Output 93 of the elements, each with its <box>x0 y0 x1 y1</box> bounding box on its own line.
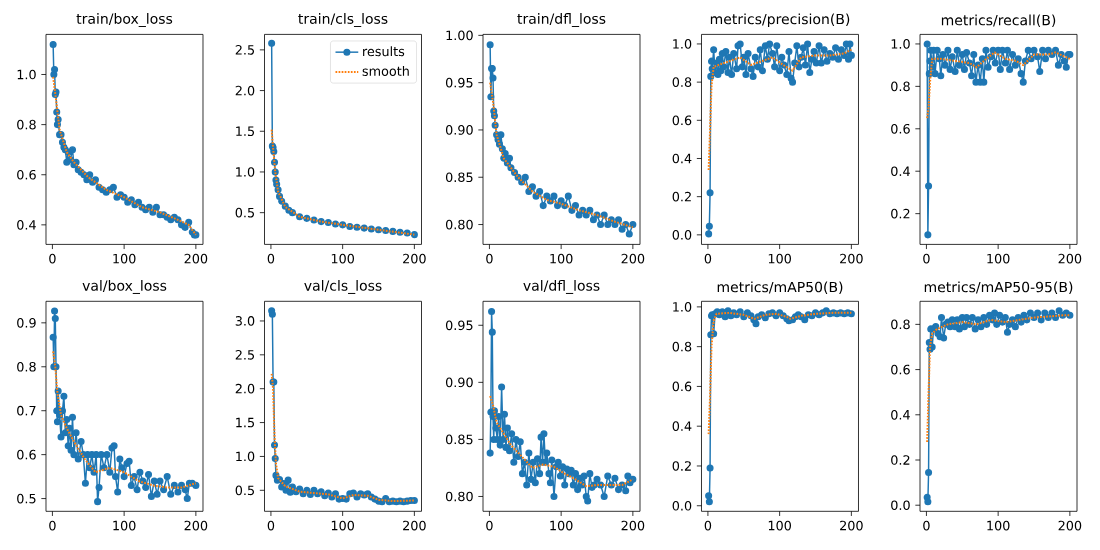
chart-title: val/box_loss <box>82 280 167 294</box>
y-tick-label: 0.2 <box>672 461 691 471</box>
x-tick-label: 0 <box>704 253 712 264</box>
x-tick-label: 200 <box>840 253 863 264</box>
y-tick-label: 0.4 <box>891 166 910 177</box>
y-tick-label: 0.85 <box>445 434 473 445</box>
y-tick-label: 0.6 <box>17 449 36 460</box>
y-tick-label: 3.0 <box>235 316 255 326</box>
y-tick-label: 0.6 <box>672 115 692 126</box>
x-tick-label: 100 <box>987 520 1010 531</box>
x-tick-label: 0 <box>267 253 275 264</box>
x-tick-label: 100 <box>550 253 573 264</box>
y-tick-label: 1.0 <box>17 69 36 80</box>
y-tick-label: 0.8 <box>891 81 910 92</box>
x-tick-label: 0 <box>704 520 712 531</box>
x-tick-label: 100 <box>331 520 355 531</box>
y-tick-label: 2.5 <box>235 349 255 360</box>
y-tick-label: 0.95 <box>445 77 473 88</box>
x-tick-label: 200 <box>184 253 208 264</box>
chart-title: metrics/mAP50(B) <box>717 281 843 294</box>
x-tick-label: 200 <box>184 520 208 531</box>
x-tick-label: 0 <box>923 253 930 264</box>
y-tick-label: 0.8 <box>672 341 692 352</box>
chart-title: train/box_loss <box>76 13 173 28</box>
y-tick-label: 0.9 <box>17 318 36 328</box>
x-tick-label: 200 <box>621 520 645 531</box>
y-tick-label: 0.6 <box>891 364 910 375</box>
y-tick-label: 1.5 <box>236 417 255 428</box>
y-tick-label: 0.8 <box>891 319 910 330</box>
y-tick-label: 0.8 <box>17 119 36 130</box>
x-tick-label: 0 <box>486 520 493 531</box>
y-tick-label: 1.5 <box>236 126 255 137</box>
y-tick-label: 0.8 <box>17 361 36 372</box>
y-tick-label: 0.80 <box>445 491 473 502</box>
y-tick-label: 2.5 <box>235 45 255 55</box>
y-tick-label: 0.4 <box>672 153 692 164</box>
y-tick-label: 2.0 <box>235 85 255 96</box>
y-tick-label: 0.4 <box>672 421 692 432</box>
y-tick-label: 1.0 <box>673 302 692 312</box>
y-tick-label: 1.0 <box>236 451 255 462</box>
chart-title: val/cls_loss <box>304 280 382 294</box>
x-tick-label: 100 <box>113 253 136 264</box>
x-tick-label: 0 <box>486 253 493 264</box>
x-tick-label: 0 <box>49 253 56 264</box>
x-tick-label: 100 <box>113 520 136 531</box>
x-tick-label: 200 <box>840 520 863 531</box>
y-tick-label: 0.7 <box>17 405 36 416</box>
y-tick-label: 0.90 <box>445 377 473 388</box>
x-tick-label: 100 <box>768 520 791 531</box>
y-tick-label: 1.0 <box>236 167 255 177</box>
chart-title: metrics/mAP50-95(B) <box>924 281 1073 294</box>
legend-label: results <box>363 46 405 57</box>
y-tick-label: 0.6 <box>672 381 692 392</box>
y-tick-label: 0.85 <box>445 172 473 183</box>
chart-title: metrics/precision(B) <box>710 13 850 28</box>
x-tick-label: 100 <box>331 253 355 264</box>
chart-title: val/dfl_loss <box>523 280 600 294</box>
x-tick-label: 0 <box>267 520 275 531</box>
y-tick-label: 0.0 <box>672 230 692 240</box>
y-tick-label: 1.0 <box>891 39 910 49</box>
x-tick-label: 200 <box>1058 520 1082 531</box>
x-tick-label: 100 <box>987 253 1010 264</box>
x-tick-label: 100 <box>768 253 791 264</box>
y-tick-label: 0.4 <box>891 409 910 420</box>
chart-title: train/dfl_loss <box>517 13 606 28</box>
x-tick-label: 0 <box>923 520 930 531</box>
chart-title: metrics/recall(B) <box>941 14 1056 28</box>
y-tick-label: 0.2 <box>672 191 691 202</box>
y-tick-label: 0.0 <box>891 500 910 511</box>
y-tick-label: 0.5 <box>235 485 255 496</box>
y-tick-label: 0.95 <box>445 320 473 331</box>
y-tick-label: 0.2 <box>891 455 910 465</box>
x-tick-label: 100 <box>550 520 573 531</box>
x-tick-label: 200 <box>621 253 645 264</box>
legend-label: smooth <box>362 66 409 76</box>
y-tick-label: 0.6 <box>891 123 910 134</box>
x-tick-label: 200 <box>403 253 426 264</box>
y-tick-label: 0.4 <box>17 220 36 230</box>
y-tick-label: 0.8 <box>672 77 692 87</box>
x-tick-label: 200 <box>403 520 426 531</box>
y-tick-label: 0.5 <box>235 207 255 218</box>
x-tick-label: 200 <box>1058 253 1082 264</box>
y-tick-label: 0.2 <box>891 208 910 219</box>
x-tick-label: 0 <box>49 520 56 531</box>
y-tick-label: 1.0 <box>673 39 692 49</box>
y-tick-label: 0.90 <box>445 125 473 135</box>
y-tick-label: 0.6 <box>17 169 36 180</box>
y-tick-label: 1.00 <box>446 30 473 41</box>
y-tick-label: 0.5 <box>17 493 36 504</box>
chart-title: train/cls_loss <box>298 13 388 28</box>
y-tick-label: 2.0 <box>235 383 255 394</box>
y-tick-label: 0.0 <box>672 500 692 511</box>
y-tick-label: 0.80 <box>445 219 473 230</box>
